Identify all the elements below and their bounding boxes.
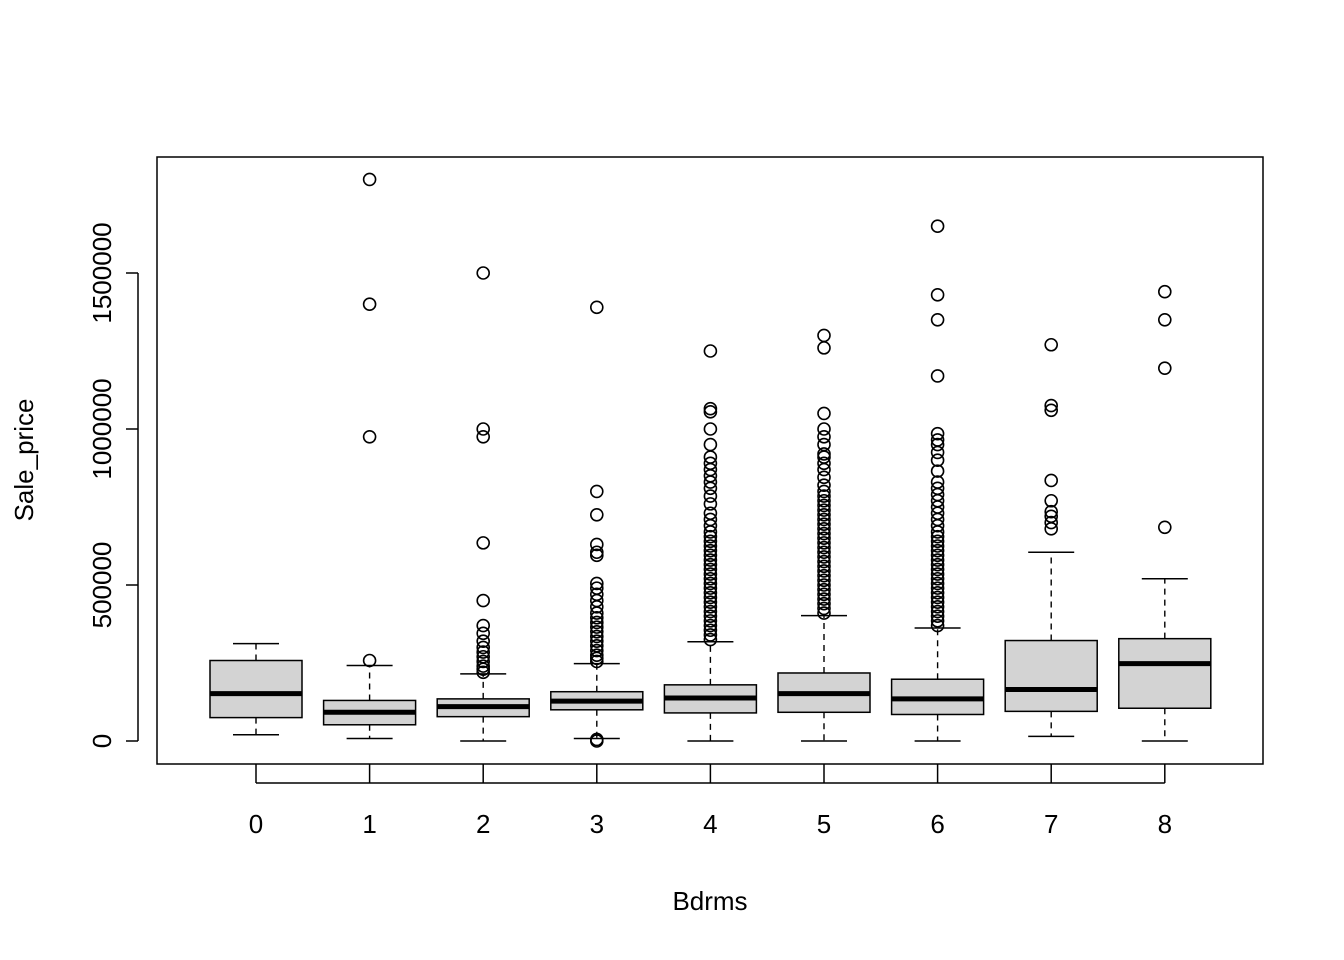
- box-group-0: [210, 644, 302, 735]
- iqr-box: [1119, 639, 1211, 709]
- box-group-2: [437, 267, 529, 741]
- box-group-4: [664, 345, 756, 741]
- box-group-1: [324, 173, 416, 738]
- x-tick-label: 3: [590, 809, 604, 839]
- outlier-point: [591, 301, 603, 313]
- iqr-box: [210, 661, 302, 718]
- outlier-point: [364, 655, 376, 667]
- outlier-point: [1045, 474, 1057, 486]
- outlier-point: [364, 431, 376, 443]
- x-axis: 0 1 2 3 4 5 6 7 8: [249, 764, 1172, 839]
- box-group-5: [778, 329, 870, 741]
- y-tick-label: 1500000: [87, 222, 117, 323]
- outlier-point: [932, 289, 944, 301]
- y-axis-label: Sale_price: [9, 399, 39, 522]
- outlier-point: [818, 407, 830, 419]
- box-group-7: [1005, 339, 1097, 737]
- outlier-point: [1159, 314, 1171, 326]
- outlier-point: [477, 595, 489, 607]
- x-tick-label: 5: [817, 809, 831, 839]
- outlier-point: [818, 342, 830, 354]
- outlier-point: [704, 423, 716, 435]
- x-tick-label: 1: [362, 809, 376, 839]
- outlier-point: [477, 620, 489, 632]
- outlier-point: [1159, 286, 1171, 298]
- box-group-3: [551, 301, 643, 747]
- outlier-point: [818, 423, 830, 435]
- outlier-point: [477, 423, 489, 435]
- outlier-point: [477, 537, 489, 549]
- outlier-point: [477, 267, 489, 279]
- y-tick-label: 500000: [87, 542, 117, 629]
- outlier-point: [932, 314, 944, 326]
- outlier-point: [591, 485, 603, 497]
- x-tick-label: 7: [1044, 809, 1058, 839]
- iqr-box: [1005, 641, 1097, 712]
- outlier-point: [932, 370, 944, 382]
- box-group-8: [1119, 286, 1211, 741]
- outlier-point: [364, 298, 376, 310]
- y-tick-label: 0: [87, 734, 117, 748]
- outlier-point: [932, 220, 944, 232]
- x-tick-label: 6: [930, 809, 944, 839]
- x-tick-label: 8: [1158, 809, 1172, 839]
- outlier-point: [704, 439, 716, 451]
- outlier-point: [818, 329, 830, 341]
- outlier-point: [704, 345, 716, 357]
- x-tick-label: 4: [703, 809, 717, 839]
- outlier-point: [364, 173, 376, 185]
- outlier-point: [1159, 362, 1171, 374]
- y-tick-label: 1000000: [87, 378, 117, 479]
- outlier-point: [1159, 521, 1171, 533]
- x-tick-label: 0: [249, 809, 263, 839]
- x-tick-label: 2: [476, 809, 490, 839]
- y-axis: 0 500000 1000000 1500000: [87, 222, 138, 748]
- outlier-point: [591, 509, 603, 521]
- x-axis-label: Bdrms: [672, 886, 747, 916]
- box-group-6: [892, 220, 984, 741]
- outlier-point: [1045, 339, 1057, 351]
- boxes: [210, 173, 1211, 747]
